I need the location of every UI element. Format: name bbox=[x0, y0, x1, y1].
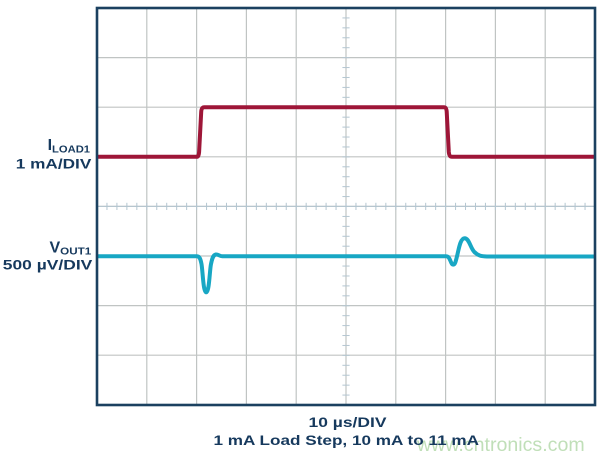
svg-text:500 µV/DIV: 500 µV/DIV bbox=[3, 257, 93, 273]
svg-text:1 mA/DIV: 1 mA/DIV bbox=[16, 156, 92, 172]
svg-text:10 µs/DIV: 10 µs/DIV bbox=[309, 414, 388, 430]
svg-text:1 mA Load Step, 10 mA to 11 mA: 1 mA Load Step, 10 mA to 11 mA bbox=[214, 432, 480, 448]
svg-text:www.cntronics.com: www.cntronics.com bbox=[416, 434, 585, 456]
